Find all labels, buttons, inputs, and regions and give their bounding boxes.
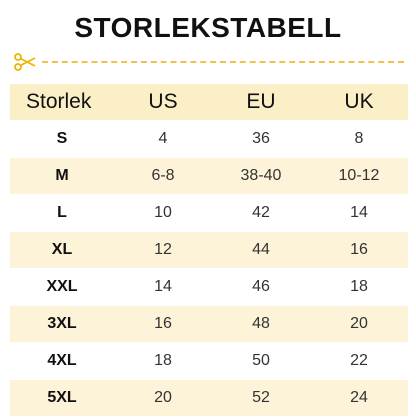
size-cell: XXL — [46, 278, 78, 295]
size-cell: S — [56, 130, 68, 147]
header-eu: EU — [246, 90, 276, 113]
eu-cell: 38-40 — [240, 167, 282, 184]
table-row: L 10 42 14 — [10, 195, 408, 231]
us-cell: 6-8 — [151, 167, 175, 184]
eu-cell: 44 — [252, 241, 270, 258]
us-cell: 20 — [154, 389, 172, 406]
uk-cell: 20 — [350, 315, 368, 332]
size-cell: L — [57, 204, 67, 221]
header-uk: UK — [344, 90, 374, 113]
table-row: XL 12 44 16 — [10, 232, 408, 268]
size-cell: M — [55, 167, 69, 184]
table-row: S 4 36 8 — [10, 121, 408, 157]
size-table: Storlek US EU UK S 4 36 8 M 6-8 38-40 10… — [10, 84, 408, 417]
size-cell: 3XL — [47, 315, 77, 332]
uk-cell: 14 — [350, 204, 368, 221]
table-row: XXL 14 46 18 — [10, 269, 408, 305]
cut-line — [14, 52, 404, 72]
page-title: STORLEKSTABELL — [74, 12, 342, 43]
table-row: 4XL 18 50 22 — [10, 343, 408, 379]
table-header-row: Storlek US EU UK — [10, 84, 408, 120]
eu-cell: 52 — [252, 389, 270, 406]
scissors-icon — [14, 52, 36, 72]
uk-cell: 18 — [350, 278, 368, 295]
uk-cell: 24 — [350, 389, 368, 406]
table-row: M 6-8 38-40 10-12 — [10, 158, 408, 194]
eu-cell: 36 — [252, 130, 270, 147]
eu-cell: 42 — [252, 204, 270, 221]
us-cell: 10 — [154, 204, 172, 221]
header-size: Storlek — [26, 90, 92, 113]
us-cell: 14 — [154, 278, 172, 295]
table-row: 5XL 20 52 24 — [10, 380, 408, 416]
size-cell: XL — [51, 241, 73, 258]
table-row: 3XL 16 48 20 — [10, 306, 408, 342]
us-cell: 18 — [154, 352, 172, 369]
eu-cell: 46 — [252, 278, 270, 295]
us-cell: 16 — [154, 315, 172, 332]
dashed-cut-divider — [42, 61, 404, 63]
uk-cell: 10-12 — [338, 167, 380, 184]
us-cell: 4 — [158, 130, 168, 147]
uk-cell: 8 — [354, 130, 364, 147]
header-us: US — [148, 90, 178, 113]
uk-cell: 22 — [350, 352, 368, 369]
uk-cell: 16 — [350, 241, 368, 258]
size-cell: 4XL — [47, 352, 77, 369]
eu-cell: 50 — [252, 352, 270, 369]
eu-cell: 48 — [252, 315, 270, 332]
size-cell: 5XL — [47, 389, 77, 406]
us-cell: 12 — [154, 241, 172, 258]
